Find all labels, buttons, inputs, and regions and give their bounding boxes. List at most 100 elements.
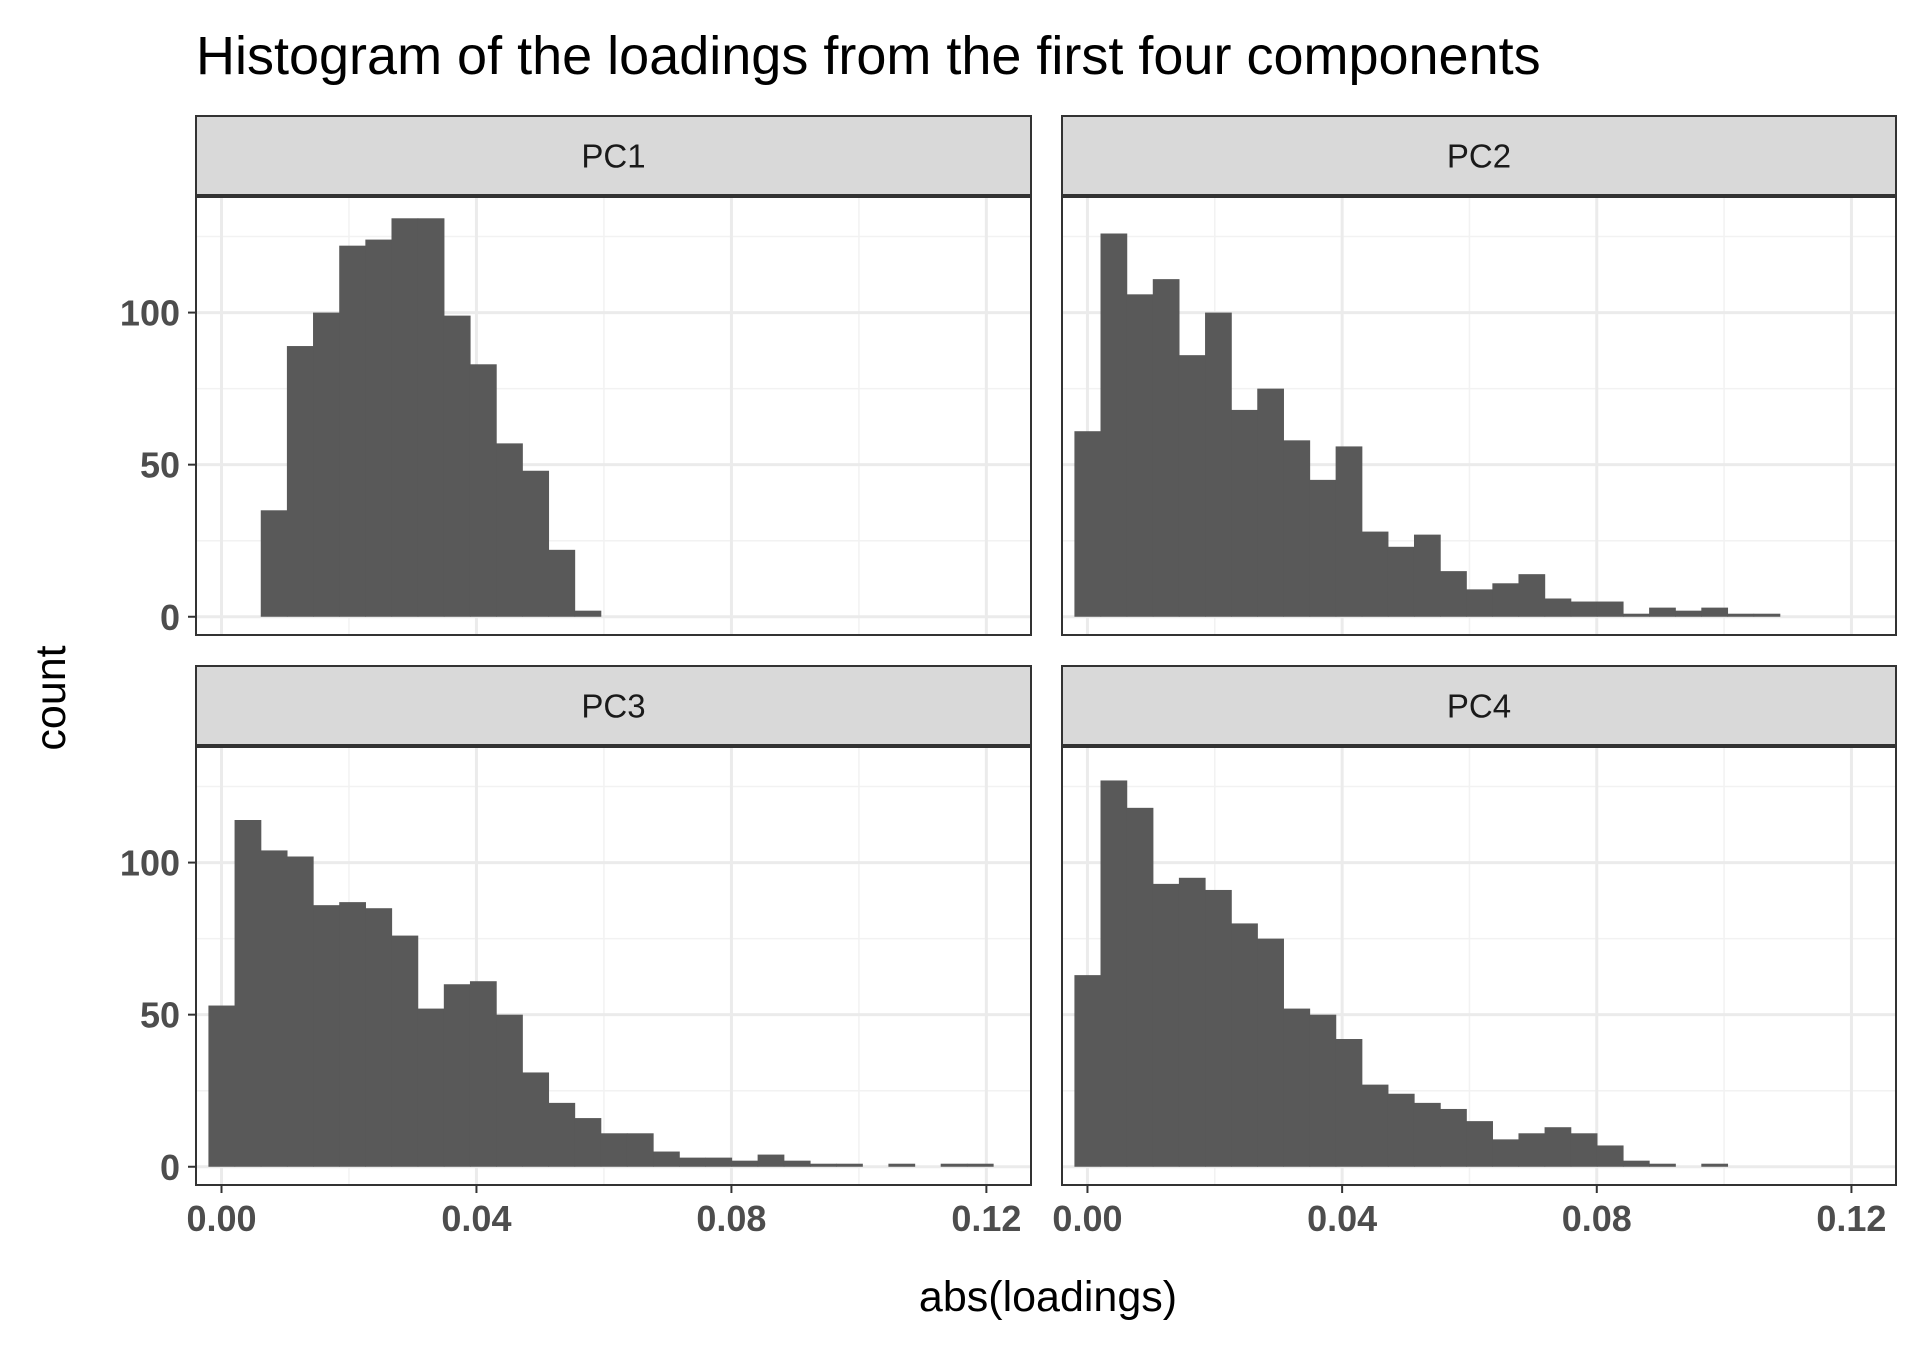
histogram-bar — [1466, 1121, 1493, 1167]
histogram-bar — [313, 312, 340, 617]
histogram-bar — [783, 1160, 811, 1167]
histogram-bar — [1440, 1108, 1467, 1167]
histogram-bar — [339, 902, 366, 1167]
histogram-bar — [1701, 607, 1729, 617]
x-axis-title: abs(loadings) — [919, 1273, 1177, 1321]
histogram-bar — [1622, 1160, 1650, 1167]
histogram-bar — [1544, 1127, 1572, 1167]
facet-panel-pc4: PC4 0.00 0.04 0.08 0.12 — [1052, 665, 1897, 1239]
facet-strip — [1061, 115, 1897, 196]
histogram-bar — [365, 239, 393, 617]
histogram-bar — [1413, 1102, 1441, 1167]
histogram-bar — [417, 1008, 445, 1167]
x-tick-label: 0.00 — [186, 1198, 256, 1239]
y-tick-label: 100 — [120, 843, 180, 884]
histogram-bar — [1596, 1145, 1624, 1167]
histogram-bar — [1309, 479, 1337, 617]
histogram-bar — [365, 908, 393, 1167]
facet-panel-pc1: PC1 0 50 100 — [120, 115, 1032, 638]
histogram-bar — [1440, 571, 1467, 617]
histogram-bar — [1675, 610, 1702, 617]
y-tick-label: 50 — [140, 445, 180, 486]
x-tick-label: 0.08 — [1562, 1198, 1632, 1239]
histogram-bar — [1570, 601, 1598, 617]
histogram-bar — [966, 1163, 994, 1167]
y-axis-title: count — [27, 645, 75, 750]
histogram-bar — [339, 245, 366, 617]
x-tick-label: 0.12 — [1816, 1198, 1886, 1239]
histogram-bar — [626, 1133, 654, 1167]
histogram-bar — [1622, 613, 1650, 617]
histogram-bar — [1361, 531, 1389, 617]
histogram-bar — [522, 470, 550, 617]
histogram-bar — [1387, 1093, 1415, 1167]
histogram-bar — [548, 1102, 576, 1167]
histogram-bar — [1257, 938, 1284, 1167]
histogram-bar — [574, 610, 602, 617]
facet-panel-pc2: PC2 — [1061, 115, 1897, 636]
x-tick-label: 0.04 — [1307, 1198, 1377, 1239]
histogram-bar — [260, 850, 288, 1167]
histogram-bar — [1335, 1039, 1363, 1167]
histogram-bar — [1387, 546, 1415, 617]
histogram-bar — [1283, 1008, 1311, 1167]
y-tick-label: 0 — [160, 1147, 180, 1188]
histogram-bar — [1205, 312, 1232, 617]
histogram-bar — [705, 1157, 733, 1167]
histogram-bar — [1518, 1133, 1546, 1167]
histogram-bar — [600, 1133, 628, 1167]
histogram-bar — [1727, 613, 1755, 617]
histogram-bar — [1231, 409, 1258, 617]
histogram-bar — [1413, 534, 1441, 617]
histogram-bar — [1570, 1133, 1598, 1167]
histogram-bar — [1152, 279, 1180, 617]
chart-title: Histogram of the loadings from the first… — [196, 26, 1541, 86]
x-tick-label: 0.12 — [951, 1198, 1021, 1239]
histogram-bar — [391, 935, 419, 1167]
histogram-bar — [260, 510, 288, 617]
facet-strip — [195, 115, 1032, 196]
panel-border — [1061, 196, 1897, 636]
facet-strip-label: PC3 — [581, 688, 645, 725]
facet-strip-label: PC4 — [1447, 688, 1511, 725]
x-tick-label: 0.08 — [696, 1198, 766, 1239]
histogram-bar — [1649, 607, 1676, 617]
histogram-bar — [888, 1163, 916, 1167]
histogram-bar — [1518, 574, 1546, 617]
histogram-bar — [574, 1118, 602, 1167]
histogram-bar — [836, 1163, 863, 1167]
histogram-bar — [208, 1005, 236, 1167]
histogram-bar — [1753, 613, 1781, 617]
histogram-bar — [1283, 440, 1311, 617]
histogram-bar — [1126, 807, 1154, 1167]
histogram-bar — [1596, 601, 1624, 617]
histogram-bar — [757, 1154, 785, 1167]
histogram-bar — [1205, 889, 1232, 1167]
histogram-bar — [286, 346, 314, 617]
histogram-bar — [1466, 589, 1493, 617]
histogram-bar — [1074, 975, 1102, 1167]
panel-border — [1061, 746, 1897, 1186]
panel-border — [195, 196, 1032, 636]
histogram-bar — [1257, 388, 1284, 617]
histogram-bar — [234, 820, 262, 1167]
histogram-bar — [1544, 598, 1572, 617]
histogram-bar — [1701, 1163, 1729, 1167]
panel-border — [195, 746, 1032, 1186]
y-tick-label: 0 — [160, 597, 180, 638]
histogram-bar — [1231, 923, 1258, 1167]
histogram-bar — [313, 905, 340, 1167]
histogram-bar — [731, 1160, 759, 1167]
histogram-bar — [1100, 233, 1128, 617]
histogram-bar — [443, 315, 471, 617]
histogram-bar — [679, 1157, 706, 1167]
facet-panel-pc3: PC3 0 50 100 0.00 0.04 0.08 0.12 — [120, 665, 1032, 1239]
histogram-bar — [940, 1163, 968, 1167]
x-tick-label: 0.00 — [1052, 1198, 1122, 1239]
histogram-bar — [286, 856, 314, 1167]
histogram-bar — [1100, 780, 1128, 1167]
histogram-bar — [1361, 1084, 1389, 1167]
